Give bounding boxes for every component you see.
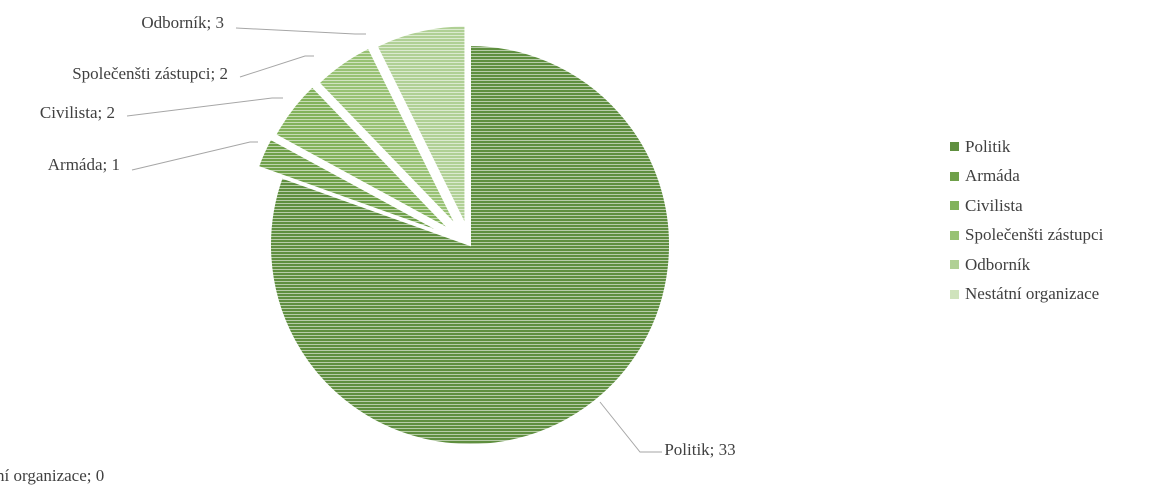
legend: Politik Armáda Civilista Společenšti zástup… [950, 132, 1103, 309]
legend-item: Civilista [950, 191, 1103, 221]
legend-item: Společenšti zástupci [950, 221, 1103, 251]
legend-swatch [950, 289, 959, 299]
pie-slice-politik [269, 43, 671, 446]
leader-line [126, 97, 283, 117]
leader-line [599, 401, 662, 453]
legend-swatch [950, 230, 959, 240]
data-label: ní organizace; 0 [0, 466, 104, 485]
leader-line [239, 55, 314, 78]
legend-swatch [950, 171, 959, 181]
legend-label: Společenšti zástupci [965, 225, 1104, 245]
leader-line [131, 141, 258, 171]
pie-slice-odborník [375, 24, 467, 226]
legend-swatch [950, 201, 959, 211]
legend-item: Nestátní organizace [950, 280, 1103, 310]
data-label: Společenšti zástupci; 2 [72, 64, 228, 83]
legend-label: Nestátní organizace [965, 284, 1100, 304]
legend-label: Armáda [965, 166, 1020, 186]
leader-line [235, 27, 366, 35]
legend-swatch [950, 260, 959, 270]
legend-swatch [950, 142, 959, 152]
pie-slice-civilista [273, 84, 452, 232]
legend-label: Civilista [965, 195, 1023, 215]
pie-slice-armáda [256, 137, 447, 236]
legend-label: Odborník [965, 254, 1031, 274]
data-label: Civilista; 2 [40, 103, 115, 122]
data-label: Armáda; 1 [48, 155, 120, 174]
legend-item: Politik [950, 132, 1103, 162]
legend-item: Odborník [950, 250, 1103, 280]
pie-slice-společenšti-zástupci [317, 46, 459, 228]
legend-item: Armáda [950, 162, 1103, 192]
data-label: Politik; 33 [664, 440, 735, 459]
legend-label: Politik [965, 136, 1011, 156]
data-label: Odborník; 3 [141, 13, 224, 32]
